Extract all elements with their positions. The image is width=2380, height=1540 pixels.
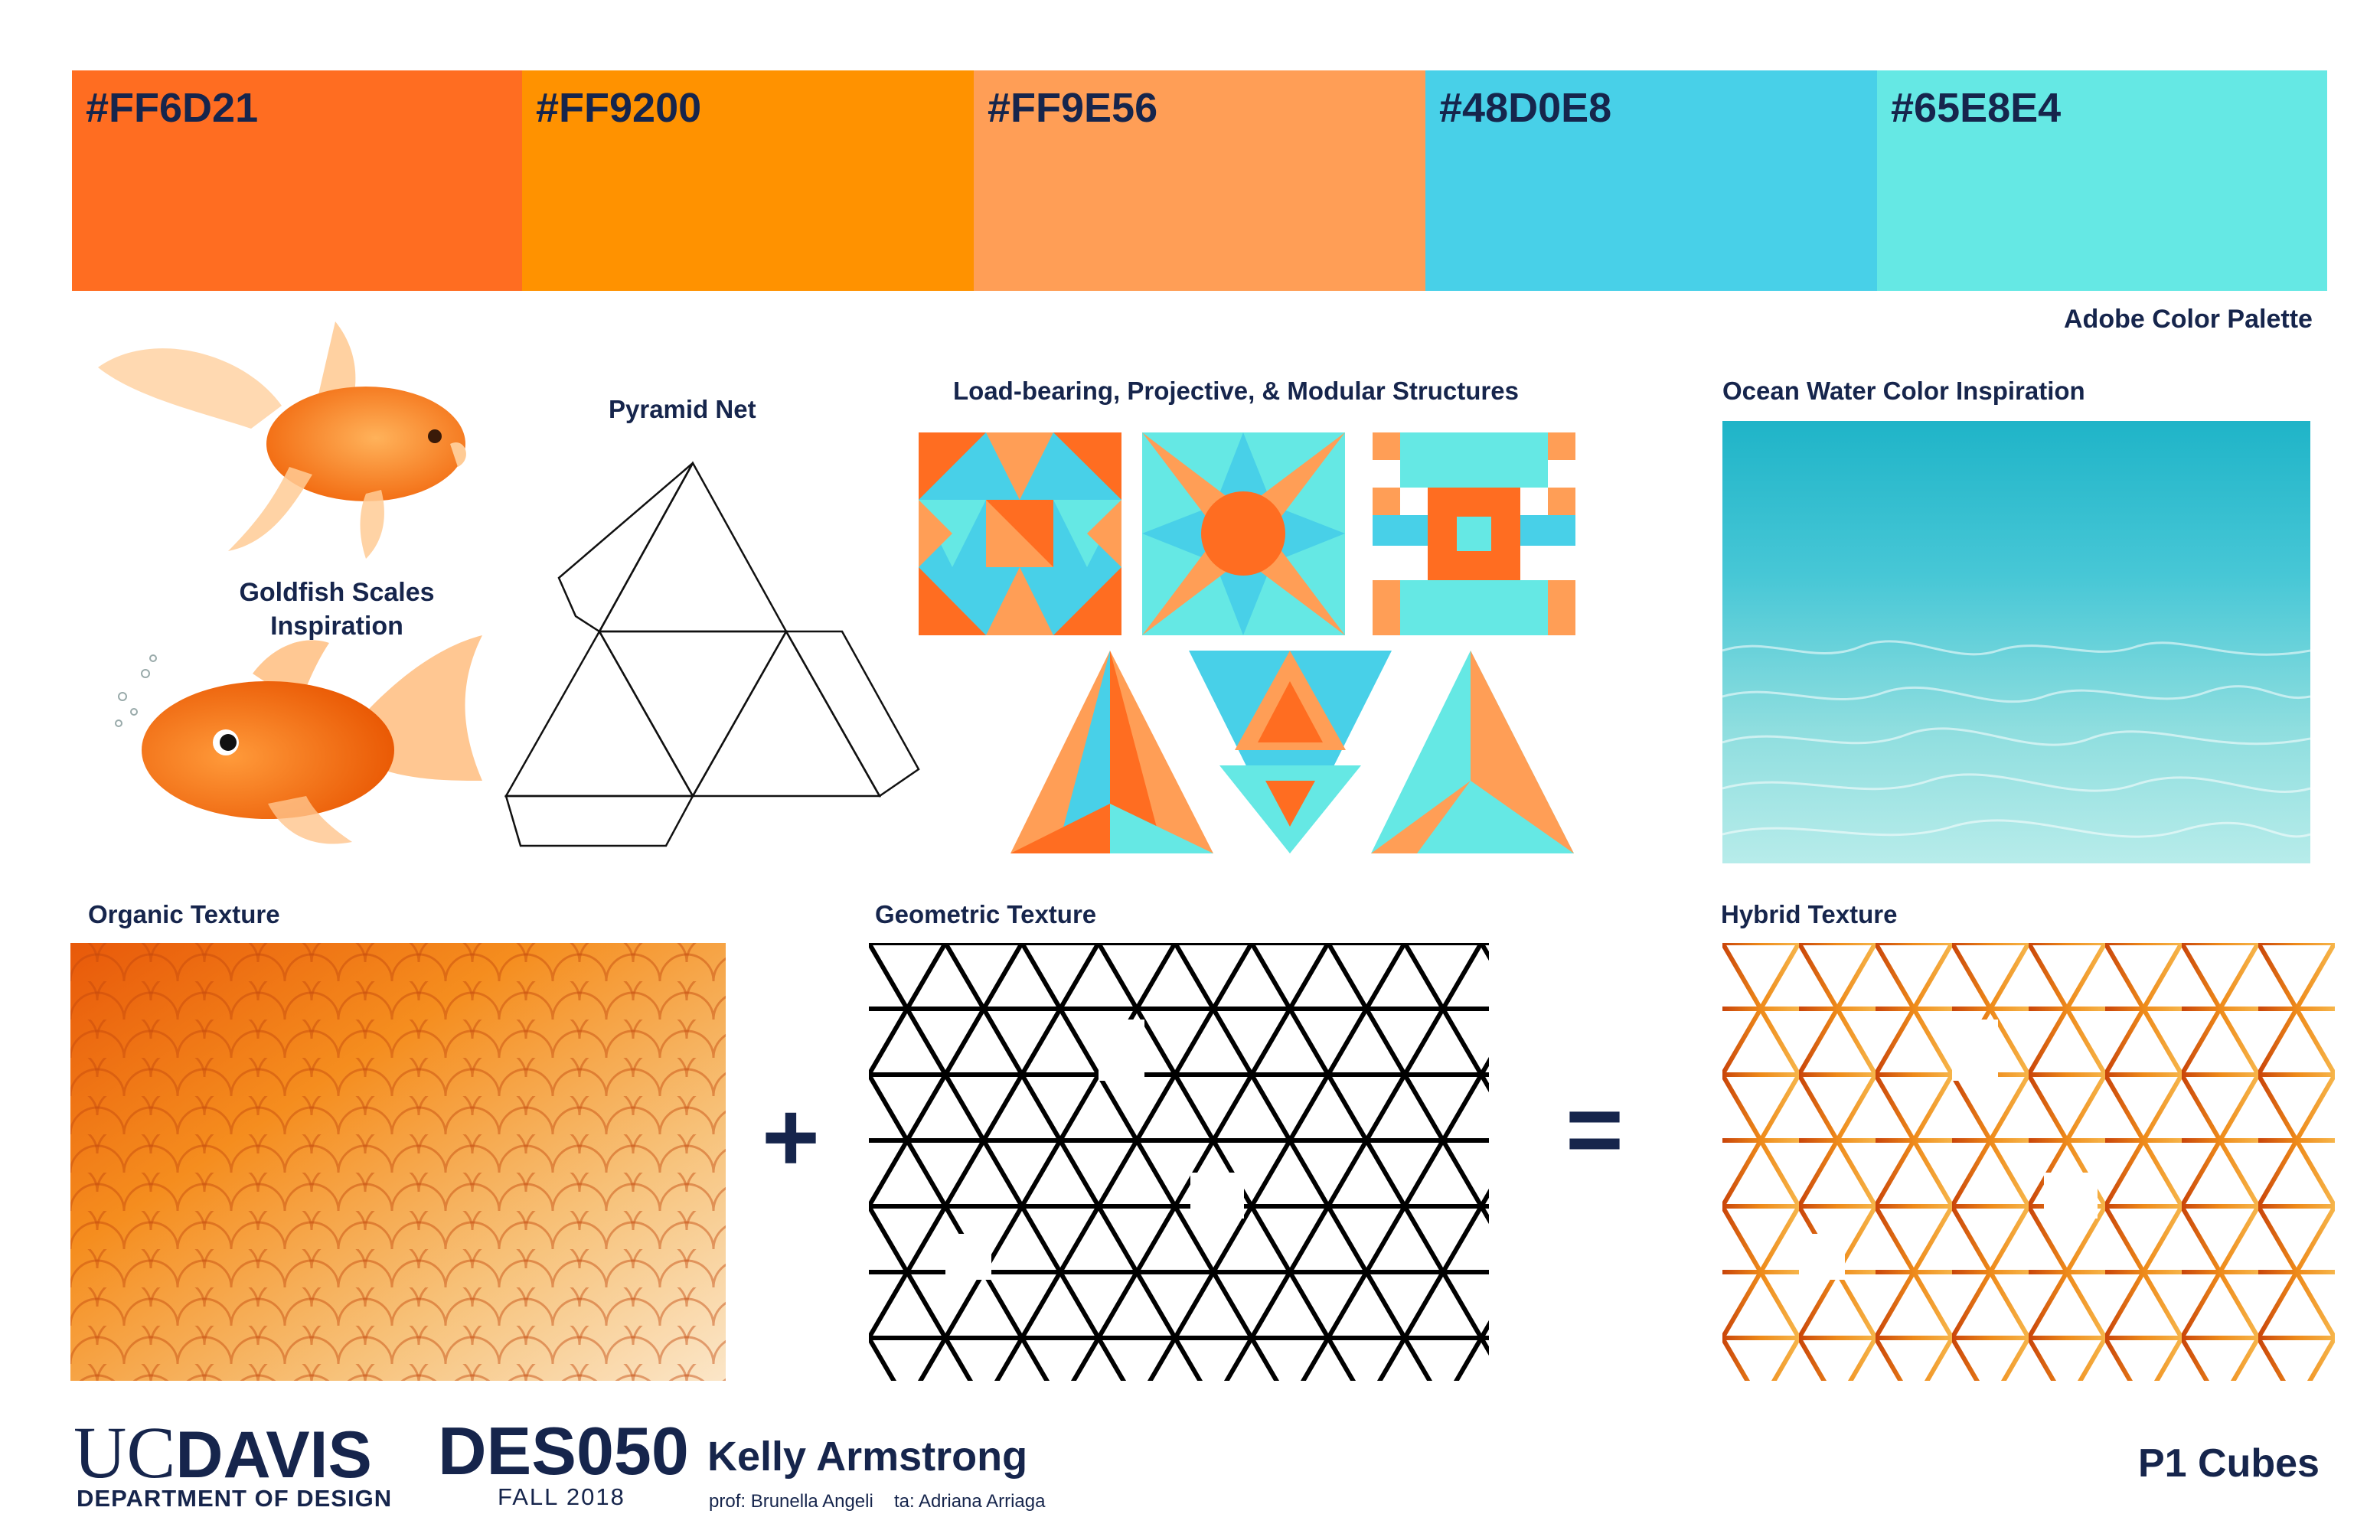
logo-davis: DAVIS (175, 1418, 372, 1492)
pyramid-net-title: Pyramid Net (609, 395, 756, 423)
organic-texture-title: Organic Texture (88, 900, 280, 928)
department-label: DEPARTMENT OF DESIGN (77, 1485, 393, 1512)
swatch-hex: #65E8E4 (1891, 85, 2062, 131)
course-code: DES050 (438, 1413, 689, 1489)
swatch-hex: #FF9E56 (988, 85, 1158, 131)
ucdavis-logo: UCDAVIS (73, 1416, 372, 1489)
swatch-5: #65E8E4 (1877, 70, 2327, 291)
swatch-hex: #48D0E8 (1439, 85, 1612, 131)
goldfish-image-bottom (115, 635, 482, 844)
organic-texture-image (70, 943, 726, 1381)
load-bearing-structures (919, 432, 1575, 853)
swatch-4: #48D0E8 (1425, 70, 1877, 291)
structures-title: Load-bearing, Projective, & Modular Stru… (953, 377, 1519, 405)
swatch-hex: #FF6D21 (86, 85, 259, 131)
swatch-1: #FF6D21 (72, 70, 522, 291)
student-name: Kelly Armstrong (707, 1434, 1028, 1480)
ta-name: ta: Adriana Arriaga (894, 1491, 1046, 1512)
equals-sign: = (1565, 1073, 1624, 1185)
swatch-2: #FF9200 (522, 70, 974, 291)
geometric-texture-title: Geometric Texture (875, 900, 1097, 928)
hybrid-texture-pattern (1722, 943, 2335, 1381)
ocean-title: Ocean Water Color Inspiration (1722, 377, 2085, 405)
goldfish-image-top (98, 321, 466, 559)
swatch-hex: #FF9200 (536, 85, 702, 131)
swatch-3: #FF9E56 (974, 70, 1425, 291)
logo-uc: UC (73, 1411, 176, 1493)
pyramid-net-diagram (504, 461, 920, 847)
professor-name: prof: Brunella Angeli (709, 1491, 873, 1512)
hybrid-texture-title: Hybrid Texture (1721, 900, 1898, 928)
palette-caption: Adobe Color Palette (2064, 305, 2313, 334)
plus-sign: + (762, 1081, 820, 1193)
geometric-texture-pattern (869, 943, 1489, 1381)
goldfish-caption: Goldfish Scales Inspiration (239, 578, 435, 641)
project-title: P1 Cubes (2138, 1441, 2320, 1486)
ocean-water-image (1722, 421, 2310, 863)
course-term: FALL 2018 (498, 1483, 625, 1510)
